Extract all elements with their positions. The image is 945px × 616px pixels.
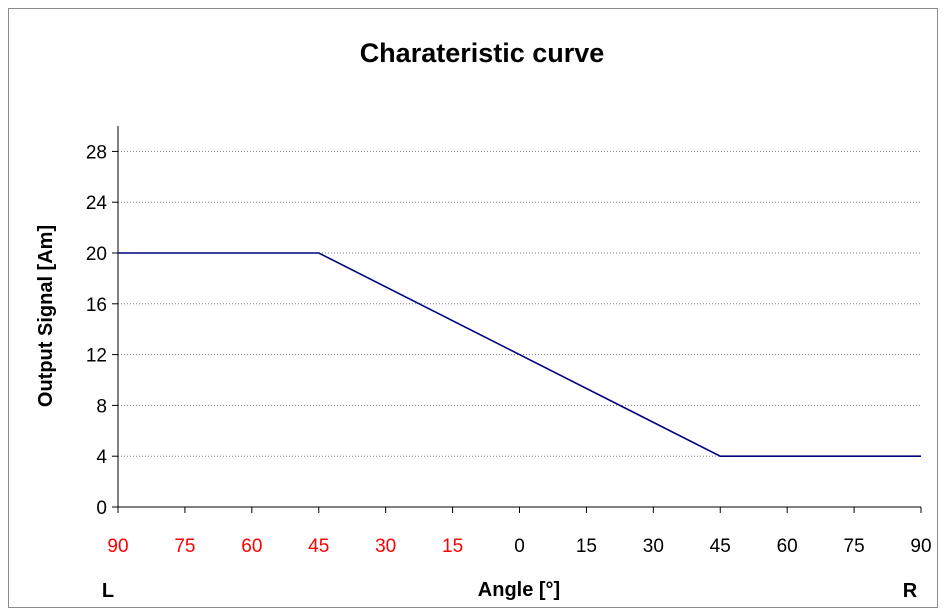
y-tick-label: 24: [86, 193, 108, 214]
x-tick-label: 15: [442, 536, 463, 557]
right-side-label: R: [903, 580, 918, 602]
y-tick-label: 20: [86, 244, 107, 265]
x-tick-label: 60: [777, 536, 798, 557]
x-tick-label: 90: [107, 536, 128, 557]
x-tick-label: 90: [910, 536, 931, 557]
chart-title: Charateristic curve: [360, 38, 605, 68]
x-tick-label: 75: [844, 536, 865, 557]
y-tick-label: 16: [86, 295, 107, 316]
chart-frame: [8, 8, 938, 608]
x-tick-label: 45: [710, 536, 731, 557]
x-tick-label: 75: [174, 536, 195, 557]
y-tick-label: 0: [96, 498, 107, 519]
x-tick-label: 30: [643, 536, 664, 557]
x-tick-label: 60: [241, 536, 262, 557]
y-axis-label: Output Signal [Am]: [35, 225, 57, 407]
y-tick-label: 4: [96, 447, 107, 468]
series-line: [118, 252, 921, 458]
x-axis-label: Angle [°]: [478, 579, 560, 601]
y-tick-label: 8: [96, 396, 107, 417]
y-tick-label: 28: [86, 142, 107, 163]
x-tick-label: 0: [514, 536, 525, 557]
x-tick-label: 45: [308, 536, 329, 557]
x-tick-label: 15: [576, 536, 597, 557]
left-side-label: L: [102, 580, 114, 602]
x-tick-label: 30: [375, 536, 396, 557]
y-tick-label: 12: [86, 346, 107, 367]
